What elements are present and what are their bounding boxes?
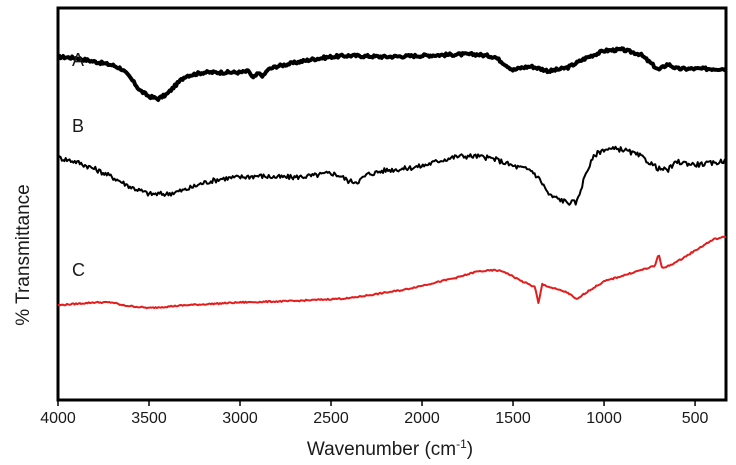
- x-tick-label-1000: 1000: [586, 410, 622, 427]
- series-label-layer: A B C: [72, 50, 85, 280]
- x-tick-label-3000: 3000: [222, 410, 258, 427]
- x-tick-label-500: 500: [682, 410, 709, 427]
- plot-frame: [56, 6, 728, 402]
- series-label-b: B: [72, 116, 84, 136]
- x-axis-title-suffix: ): [467, 439, 473, 460]
- series-layer: [57, 46, 728, 310]
- series-label-c: C: [72, 260, 85, 280]
- x-axis-title-superscript: -1: [456, 437, 467, 451]
- series-line-a: [57, 46, 728, 102]
- series-line-c: [57, 235, 727, 310]
- x-axis-title: Wavenumber (cm-1): [307, 437, 473, 460]
- x-tick-label-3500: 3500: [131, 410, 167, 427]
- x-tick-layer: 4000 3500 3000 2500 2000 1500 1000 500: [40, 400, 709, 427]
- x-axis-title-main: Wavenumber (cm: [307, 439, 456, 460]
- series-line-b: [57, 145, 727, 206]
- y-axis-title: % Transmittance: [13, 184, 34, 326]
- x-tick-label-2500: 2500: [313, 410, 349, 427]
- x-tick-label-1500: 1500: [495, 410, 531, 427]
- x-tick-label-2000: 2000: [404, 410, 440, 427]
- x-tick-label-4000: 4000: [40, 410, 76, 427]
- series-label-a: A: [72, 50, 84, 70]
